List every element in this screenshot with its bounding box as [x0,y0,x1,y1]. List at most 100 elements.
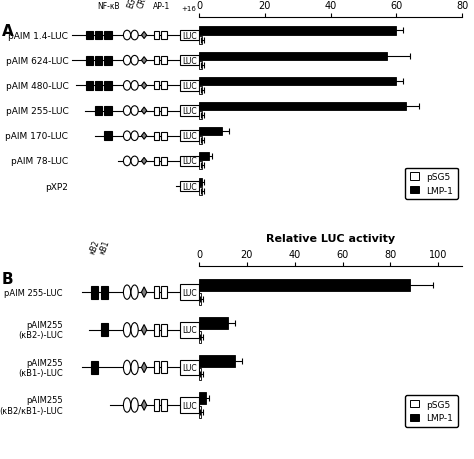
Text: pAIM 480-LUC: pAIM 480-LUC [6,82,68,91]
Bar [95,107,102,116]
Bar [180,397,199,413]
Bar [180,106,199,117]
Bar [199,128,222,136]
Bar [199,162,202,170]
Text: LUC: LUC [182,32,197,40]
Text: pAIM 255-LUC: pAIM 255-LUC [6,107,68,116]
Bar [199,392,206,404]
Text: pAIM255
(κB1-)-LUC: pAIM255 (κB1-)-LUC [18,358,63,377]
Circle shape [123,106,131,116]
Bar [199,280,410,292]
Bar [180,56,199,67]
Text: κB1: κB1 [98,238,111,255]
Bar [180,360,199,375]
Circle shape [123,31,131,41]
Text: LUC: LUC [182,82,197,91]
Bar [180,285,199,300]
Text: LUC: LUC [182,325,197,335]
Bar [199,317,228,329]
Bar [180,322,199,338]
Polygon shape [141,158,147,165]
Circle shape [123,323,131,337]
Polygon shape [141,133,147,140]
Text: B: B [2,271,14,286]
Bar [199,187,202,195]
Circle shape [123,132,131,141]
Bar [199,331,201,343]
Bar [199,62,202,70]
Text: pAIM 170-LUC: pAIM 170-LUC [5,132,68,141]
Title: Relative LUC activity: Relative LUC activity [266,233,395,243]
Text: pAIM 255-LUC: pAIM 255-LUC [4,288,63,297]
Bar [180,156,199,167]
Polygon shape [141,33,147,39]
Bar [104,56,112,66]
Bar [180,181,199,192]
Text: LUC: LUC [182,56,197,66]
Bar [95,56,102,66]
Bar [199,293,201,305]
Text: LUC: LUC [182,363,197,372]
Bar [161,32,167,40]
Text: LUC: LUC [182,288,197,297]
Bar [199,36,202,45]
Polygon shape [141,108,147,115]
Bar [161,107,167,115]
Bar [199,52,386,61]
Text: LUC: LUC [182,107,197,116]
Polygon shape [141,400,147,410]
Bar [180,81,199,91]
Bar [199,406,201,418]
Text: LUC: LUC [182,132,197,141]
Circle shape [131,323,138,337]
Bar [199,178,202,186]
Bar [104,82,112,90]
Text: pAIM 1.4-LUC: pAIM 1.4-LUC [9,32,68,40]
Bar [154,132,159,140]
Bar [161,132,167,140]
Bar [91,361,99,374]
Bar [161,399,167,411]
Text: +16: +16 [181,6,196,12]
Text: EGR: EGR [126,0,140,10]
Text: A: A [2,24,14,39]
Circle shape [131,132,138,141]
Circle shape [123,398,131,412]
Text: NF-κB: NF-κB [97,2,119,11]
Text: pAIM255
(κB2-)-LUC: pAIM255 (κB2-)-LUC [18,320,63,340]
Bar [154,107,159,115]
Circle shape [131,106,138,116]
Polygon shape [141,362,147,373]
Text: pAIM 78-LUC: pAIM 78-LUC [11,157,68,166]
Bar [100,324,108,336]
Bar [104,107,112,116]
Bar [199,28,396,35]
Text: pXP2: pXP2 [46,182,68,191]
Text: LUC: LUC [182,182,197,191]
Bar [91,286,99,299]
Bar [180,31,199,41]
Polygon shape [141,325,147,336]
Bar [199,103,406,111]
Polygon shape [141,83,147,90]
Bar [85,32,93,40]
Bar [154,157,159,166]
Bar [161,362,167,374]
Bar [199,355,235,367]
Bar [199,369,201,381]
Text: pAIM255
(κB2/κB1-)-LUC: pAIM255 (κB2/κB1-)-LUC [0,396,63,415]
Bar [154,399,159,411]
Text: CREB: CREB [137,0,152,10]
Bar [199,87,202,95]
Polygon shape [141,57,147,65]
Bar [161,324,167,336]
Bar [95,32,102,40]
Bar [104,32,112,40]
Text: pAIM 624-LUC: pAIM 624-LUC [6,56,68,66]
Circle shape [131,285,138,300]
Text: LUC: LUC [182,157,197,166]
Bar [199,153,209,161]
Bar [154,32,159,40]
Bar [95,82,102,90]
Text: AP-1: AP-1 [153,2,170,11]
